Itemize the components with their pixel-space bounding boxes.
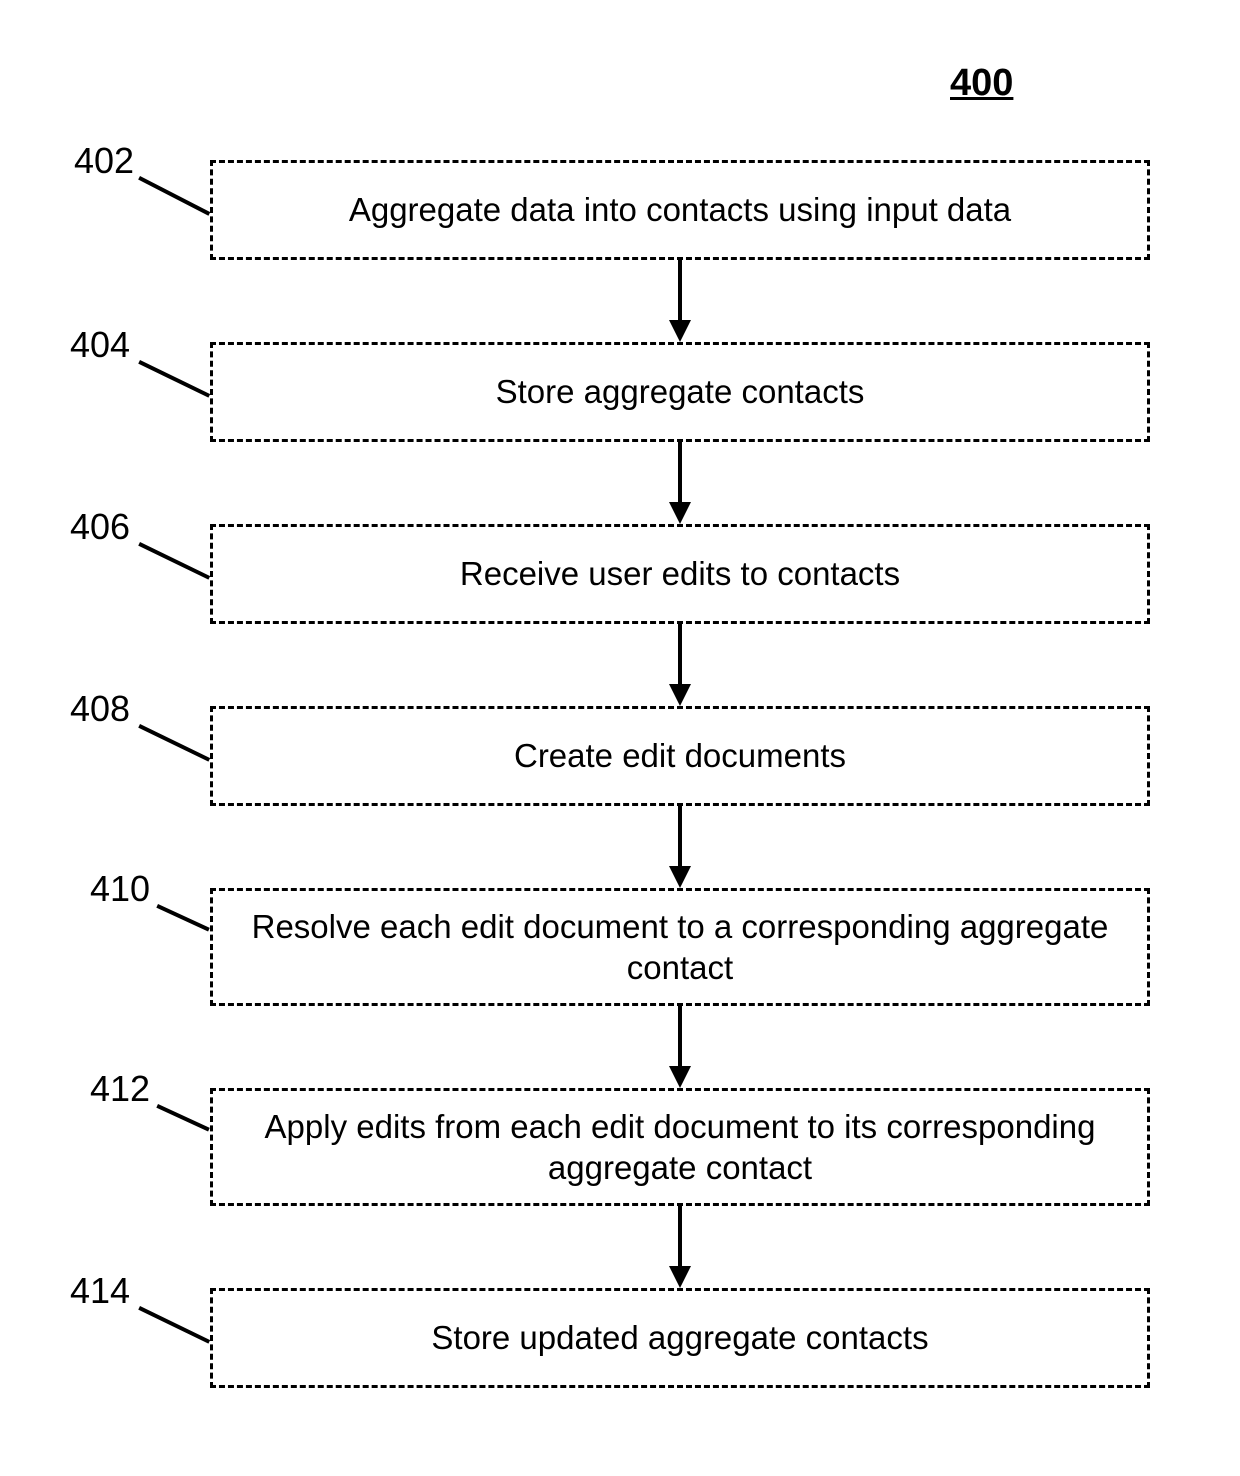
arrow-head-icon	[669, 502, 691, 524]
arrow-line	[678, 260, 682, 322]
step-label-402: 402	[74, 140, 134, 182]
figure-number: 400	[950, 62, 1013, 105]
leader-line	[138, 542, 210, 580]
step-text: Receive user edits to contacts	[460, 553, 900, 594]
step-text: Aggregate data into contacts using input…	[349, 189, 1011, 230]
leader-line	[138, 1306, 210, 1344]
step-label-414: 414	[70, 1270, 130, 1312]
arrow-line	[678, 442, 682, 504]
step-box-414: Store updated aggregate contacts	[210, 1288, 1150, 1388]
arrow-line	[678, 1006, 682, 1068]
step-label-408: 408	[70, 688, 130, 730]
arrow-head-icon	[669, 1266, 691, 1288]
arrow-line	[678, 624, 682, 686]
step-label-406: 406	[70, 506, 130, 548]
leader-line	[138, 724, 210, 762]
arrow-head-icon	[669, 320, 691, 342]
step-box-410: Resolve each edit document to a correspo…	[210, 888, 1150, 1006]
leader-line	[138, 360, 210, 398]
leader-line	[138, 176, 210, 216]
step-label-412: 412	[90, 1068, 150, 1110]
step-text: Resolve each edit document to a correspo…	[233, 906, 1127, 989]
step-box-404: Store aggregate contacts	[210, 342, 1150, 442]
leader-line	[156, 1104, 210, 1132]
step-text: Create edit documents	[514, 735, 846, 776]
leader-line	[156, 904, 210, 932]
arrow-head-icon	[669, 866, 691, 888]
step-text: Store aggregate contacts	[496, 371, 865, 412]
arrow-line	[678, 806, 682, 868]
arrow-line	[678, 1206, 682, 1268]
step-text: Store updated aggregate contacts	[431, 1317, 928, 1358]
step-box-402: Aggregate data into contacts using input…	[210, 160, 1150, 260]
step-box-412: Apply edits from each edit document to i…	[210, 1088, 1150, 1206]
step-box-408: Create edit documents	[210, 706, 1150, 806]
step-box-406: Receive user edits to contacts	[210, 524, 1150, 624]
step-label-404: 404	[70, 324, 130, 366]
arrow-head-icon	[669, 1066, 691, 1088]
flowchart-canvas: 400 Aggregate data into contacts using i…	[0, 0, 1240, 1476]
step-label-410: 410	[90, 868, 150, 910]
step-text: Apply edits from each edit document to i…	[233, 1106, 1127, 1189]
arrow-head-icon	[669, 684, 691, 706]
